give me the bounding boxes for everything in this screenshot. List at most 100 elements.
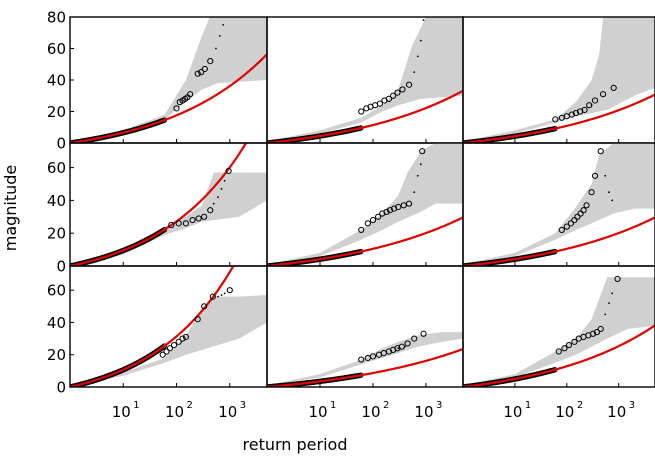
dot-marker [419, 163, 422, 166]
observation-point [207, 58, 214, 65]
observation-point [385, 95, 393, 103]
panel-r2c1: 10 1 10 2 10 3 [266, 265, 464, 421]
x-tick-exponent: 1 [330, 400, 336, 411]
dot-marker [422, 19, 425, 22]
confidence-band [267, 143, 463, 266]
observation-point [201, 65, 208, 73]
observation-point [597, 325, 604, 333]
y-tick-label: 60 [47, 159, 66, 177]
panel-r1c2 [462, 142, 655, 267]
x-tick-label: 10 [218, 403, 237, 421]
observation-point [395, 203, 402, 211]
observation-point [195, 215, 202, 222]
y-axis-title: magnitude [1, 165, 20, 252]
panel-r2c2: 10 1 10 2 10 3 [462, 265, 655, 421]
x-tick-label: 10 [165, 403, 184, 421]
observation-point [561, 345, 568, 352]
panel-plot-area [463, 143, 655, 266]
dot-marker [215, 47, 217, 50]
observation-point [182, 220, 189, 227]
confidence-band [70, 295, 267, 387]
x-tick-exponent: 1 [525, 400, 531, 411]
observation-point [358, 108, 365, 115]
observation-point [168, 221, 175, 229]
observation-point [419, 148, 426, 155]
observation-point [159, 351, 166, 358]
panel-r0c0: 0 20 40 60 80 [47, 9, 268, 153]
x-tick-label: 10 [607, 403, 626, 421]
observation-point [390, 92, 397, 99]
observation-point [175, 220, 182, 227]
y-tick-label: 40 [47, 314, 66, 332]
fitted-curve [463, 216, 655, 266]
dot-marker [223, 292, 226, 295]
dot-marker [403, 345, 406, 348]
observation-point [405, 81, 413, 88]
observation-point [572, 109, 580, 117]
observation-point [405, 200, 413, 207]
dot-marker [590, 104, 593, 107]
observation-point [555, 348, 562, 355]
y-tick-label: 0 [56, 379, 66, 397]
confidence-band [70, 172, 267, 266]
x-tick-exponent: 1 [133, 400, 139, 411]
observation-point [583, 202, 590, 209]
observation-point [201, 213, 208, 220]
y-tick-label: 60 [47, 282, 66, 300]
y-tick-label: 60 [47, 40, 66, 58]
y-tick-label: 0 [56, 258, 66, 276]
dot-marker [223, 179, 226, 182]
y-tick-label: 40 [47, 192, 66, 210]
panel-plot-area [70, 143, 267, 266]
observation-point [558, 226, 565, 234]
dot-marker [611, 199, 614, 202]
observation-point [565, 341, 573, 349]
dot-marker [581, 109, 584, 111]
x-tick-label: 10 [503, 403, 522, 421]
dot-marker [608, 302, 610, 305]
panel-r1c0: 0 20 40 60 [47, 142, 268, 276]
observation-point [420, 330, 427, 337]
observation-point [225, 167, 232, 174]
fitted-curve [267, 89, 463, 143]
dot-marker [611, 292, 614, 295]
dot-marker [413, 71, 416, 74]
dot-marker [608, 191, 610, 194]
observation-point [411, 335, 418, 342]
dot-marker [604, 313, 607, 316]
panel-r0c2 [462, 16, 655, 144]
observation-point [386, 207, 394, 214]
panel-plot-area [267, 143, 463, 266]
panel-frame [462, 265, 655, 388]
panel-r1c1 [266, 142, 464, 267]
fitted-curve [70, 266, 235, 387]
observation-point [182, 333, 189, 341]
dot-marker [217, 196, 219, 199]
confidence-band [463, 143, 655, 266]
confidence-band [267, 17, 463, 143]
dot-marker [217, 295, 219, 298]
observation-point [369, 353, 377, 360]
observation-point [404, 340, 411, 347]
x-tick-label: 10 [308, 403, 327, 421]
x-tick-exponent: 2 [577, 400, 583, 411]
observation-point [599, 91, 607, 98]
observation-point [160, 344, 166, 350]
observation-point [207, 207, 214, 214]
fitted-curve [463, 324, 655, 387]
observation-point [597, 148, 604, 155]
fitted-curve [70, 143, 248, 266]
observation-point [179, 335, 186, 342]
panel-plot-area [267, 330, 463, 387]
observation-point [580, 207, 587, 214]
observation-point [375, 213, 382, 220]
observation-point [358, 226, 365, 234]
panel-plot-area [267, 17, 463, 143]
panel-r0c1 [266, 16, 464, 144]
observation-point [567, 220, 575, 227]
observation-point [189, 216, 196, 224]
panel-plot-area [70, 17, 267, 143]
y-tick-label: 20 [47, 103, 66, 121]
